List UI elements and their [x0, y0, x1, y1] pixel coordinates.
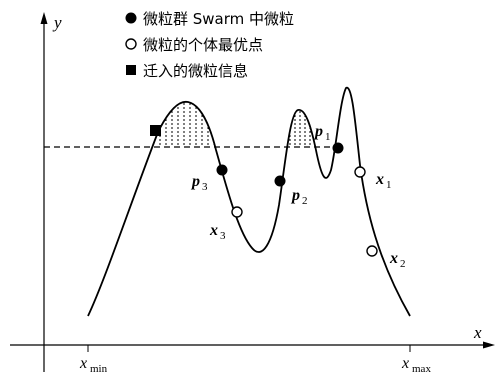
- label-p2: p 2: [290, 187, 308, 207]
- y-axis: y: [40, 12, 62, 372]
- filled-square-icon: [126, 65, 136, 75]
- x-min-marker: x min: [79, 345, 108, 375]
- x-min-label-sub: min: [90, 363, 108, 375]
- legend-item-personal-best: 微粒的个体最优点: [125, 36, 263, 54]
- y-axis-label: y: [52, 13, 62, 32]
- svg-text:p: p: [190, 173, 200, 190]
- legend-item-swarm-particle: 微粒群 Swarm 中微粒: [125, 10, 294, 28]
- x-axis: x: [10, 323, 495, 349]
- personal-best-x2: [366, 245, 378, 257]
- label-p1: p 1: [313, 123, 331, 143]
- filled-circle-icon: [125, 12, 137, 24]
- legend: 微粒群 Swarm 中微粒 微粒的个体最优点 迁入的微粒信息: [125, 10, 294, 80]
- svg-text:微粒群 Swarm 中微粒: 微粒群 Swarm 中微粒: [143, 10, 294, 28]
- x-max-label-sub: max: [412, 363, 431, 375]
- personal-best-x3: [231, 206, 243, 218]
- x-axis-label: x: [473, 323, 482, 342]
- particle-p2: [274, 175, 286, 187]
- svg-text:1: 1: [386, 179, 392, 191]
- svg-text:2: 2: [400, 258, 406, 270]
- hollow-circle-icon: [125, 38, 137, 50]
- label-x1: x 1: [375, 171, 392, 191]
- svg-text:x: x: [209, 222, 218, 239]
- svg-text:微粒的个体最优点: 微粒的个体最优点: [143, 36, 263, 54]
- svg-text:1: 1: [325, 131, 331, 143]
- svg-text:x: x: [375, 171, 384, 188]
- migrated-particle-marker: [150, 125, 161, 136]
- label-x2: x 2: [389, 250, 406, 270]
- svg-text:迁入的微粒信息: 迁入的微粒信息: [143, 62, 248, 80]
- svg-text:2: 2: [302, 195, 308, 207]
- legend-item-migrated-particle: 迁入的微粒信息: [126, 62, 248, 80]
- fitness-curve: [87, 87, 411, 317]
- svg-text:x: x: [389, 250, 398, 267]
- label-x3: x 3: [209, 222, 226, 242]
- svg-text:p: p: [313, 123, 323, 140]
- x-max-label-base: x: [401, 355, 409, 372]
- x-min-label-base: x: [79, 355, 87, 372]
- svg-text:p: p: [290, 187, 300, 204]
- personal-best-x1: [354, 166, 366, 178]
- svg-text:3: 3: [220, 230, 226, 242]
- x-max-marker: x max: [401, 345, 431, 375]
- particle-p1: [332, 142, 344, 154]
- label-p3: p 3: [190, 173, 208, 193]
- svg-text:3: 3: [202, 181, 208, 193]
- particle-p3: [216, 164, 228, 176]
